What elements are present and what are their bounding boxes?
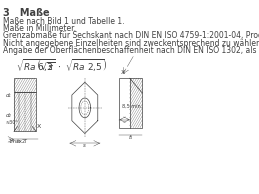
Text: $\left(\sqrt{z}\ \cdot\ \sqrt{Ra\ 2{,}5}\right)$: $\left(\sqrt{z}\ \cdot\ \sqrt{Ra\ 2{,}5}… bbox=[36, 58, 107, 74]
Text: d₂: d₂ bbox=[5, 113, 11, 118]
Bar bbox=[119, 78, 142, 128]
Text: Grenzabmaße für Sechskant nach DIN EN ISO 4759-1:2001-04, Produktklasse B.: Grenzabmaße für Sechskant nach DIN EN IS… bbox=[3, 31, 259, 40]
Text: Maße nach Bild 1 und Tabelle 1.: Maße nach Bild 1 und Tabelle 1. bbox=[3, 17, 124, 26]
Text: 3   Maße: 3 Maße bbox=[3, 8, 49, 18]
Text: d₁: d₁ bbox=[5, 93, 11, 98]
Text: 2T: 2T bbox=[22, 139, 28, 144]
Text: 1max: 1max bbox=[9, 139, 23, 144]
Bar bbox=[14, 92, 36, 132]
Text: s: s bbox=[83, 143, 86, 148]
Text: Maße in Millimeter.: Maße in Millimeter. bbox=[3, 24, 76, 33]
Text: X: X bbox=[37, 124, 41, 129]
Text: h: h bbox=[17, 139, 20, 144]
Text: 8,5 min.: 8,5 min. bbox=[122, 104, 142, 109]
Text: Angabe der Oberflächenbeschaffenheit nach DIN EN ISO 1302, als Ra:: Angabe der Oberflächenbeschaffenheit nac… bbox=[3, 46, 259, 55]
Text: $\sqrt{Ra\ 6{,}3}$: $\sqrt{Ra\ 6{,}3}$ bbox=[16, 58, 55, 74]
Text: Nicht angegebene Einzelheiten sind zweckentsprechend zu wählen.: Nicht angegebene Einzelheiten sind zweck… bbox=[3, 39, 259, 48]
Text: ≈30°: ≈30° bbox=[5, 120, 18, 125]
Text: X: X bbox=[120, 70, 125, 75]
Text: f₁: f₁ bbox=[129, 135, 133, 140]
